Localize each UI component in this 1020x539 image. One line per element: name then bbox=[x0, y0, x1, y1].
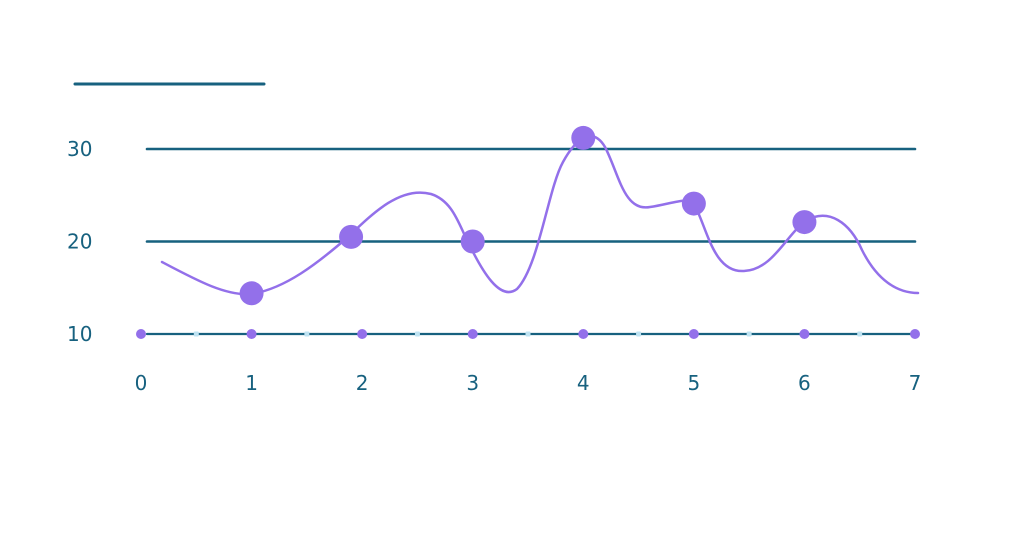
series-layer bbox=[160, 125, 920, 306]
data-point-3 bbox=[460, 229, 485, 254]
baseline-point-1 bbox=[246, 329, 257, 339]
y-tick-label-10: 10 bbox=[67, 322, 92, 346]
minor-tick-marker bbox=[746, 331, 752, 337]
x-tick-label-1: 1 bbox=[245, 371, 258, 395]
baseline-point-3 bbox=[467, 329, 478, 339]
data-point-5 bbox=[681, 191, 706, 216]
minor-tick-marker bbox=[304, 331, 310, 337]
baseline-point-5 bbox=[688, 329, 699, 339]
minor-tick-marker bbox=[857, 331, 863, 337]
minor-tick-marker bbox=[636, 331, 642, 337]
baseline-point-6 bbox=[799, 329, 810, 339]
x-tick-label-6: 6 bbox=[798, 371, 811, 395]
data-point-4 bbox=[571, 125, 596, 150]
baseline-point-7 bbox=[910, 329, 920, 339]
data-point-1 bbox=[239, 281, 264, 306]
x-tick-label-5: 5 bbox=[687, 371, 700, 395]
data-point-6 bbox=[792, 210, 817, 235]
x-tick-label-3: 3 bbox=[466, 371, 479, 395]
baseline-point-2 bbox=[357, 329, 368, 339]
minor-tick-marker bbox=[525, 331, 531, 337]
data-point-2 bbox=[339, 224, 364, 249]
grid-layer bbox=[145, 147, 917, 336]
x-tick-label-7: 7 bbox=[909, 371, 922, 395]
y-tick-label-20: 20 bbox=[67, 230, 92, 254]
x-tick-label-4: 4 bbox=[577, 371, 590, 395]
minor-tick-marker bbox=[193, 331, 199, 337]
axis-layer: 10 20 30 0 1 2 3 4 5 6 7 bbox=[67, 137, 921, 395]
baseline-point-0 bbox=[136, 329, 146, 339]
baseline-point-4 bbox=[578, 329, 589, 339]
x-tick-label-2: 2 bbox=[356, 371, 369, 395]
minor-tick-marker bbox=[414, 331, 420, 337]
x-tick-label-0: 0 bbox=[135, 371, 148, 395]
y-tick-label-30: 30 bbox=[67, 137, 92, 161]
